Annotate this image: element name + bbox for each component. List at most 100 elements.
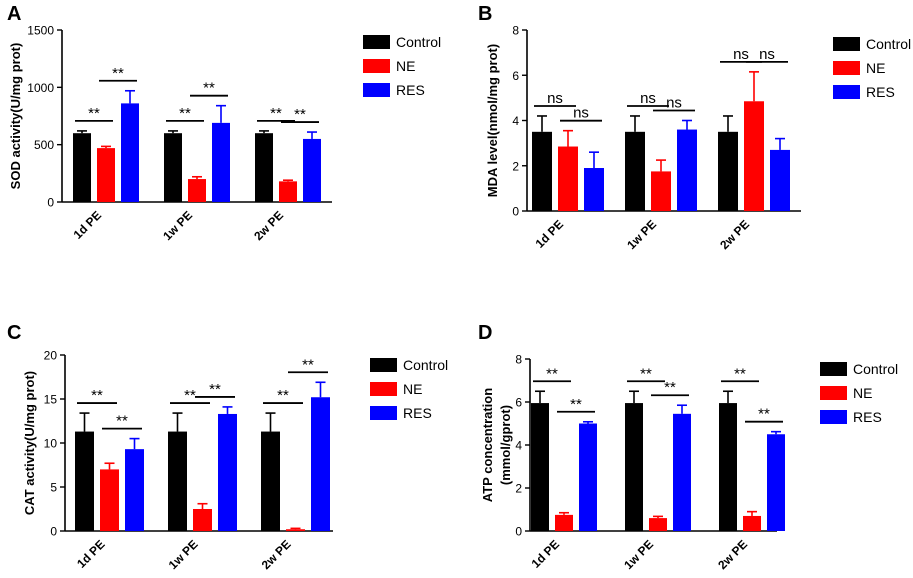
y-axis-label: ATP concentration bbox=[480, 388, 495, 502]
legend-swatch-res bbox=[820, 410, 847, 424]
y-tick-label: 20 bbox=[44, 349, 58, 363]
bar-control-2 bbox=[625, 403, 643, 531]
x-tick-label: 1w PE bbox=[621, 537, 656, 572]
legend-label-res: RES bbox=[403, 405, 432, 421]
significance-label: ns bbox=[547, 90, 563, 107]
y-axis-label: CAT activity(U/mg prot) bbox=[22, 371, 37, 515]
bar-res-1 bbox=[584, 168, 604, 211]
significance-label: ** bbox=[734, 365, 746, 382]
significance-label: ** bbox=[209, 381, 221, 398]
significance-label: ** bbox=[570, 396, 582, 413]
bar-control-3 bbox=[261, 431, 280, 531]
significance-label: ** bbox=[116, 413, 128, 430]
bar-control-1 bbox=[531, 403, 549, 531]
significance-label: ** bbox=[302, 356, 314, 373]
y-axis-label: MDA level(nmol/mg prot) bbox=[485, 44, 500, 197]
legend-swatch-ne bbox=[820, 386, 847, 400]
bar-ne-1 bbox=[97, 148, 115, 202]
bar-ne-1 bbox=[558, 146, 578, 211]
bar-ne-3 bbox=[286, 529, 305, 531]
legend-label-ne: NE bbox=[866, 60, 885, 76]
bar-res-2 bbox=[673, 413, 691, 531]
legend-label-res: RES bbox=[866, 84, 895, 100]
y-tick-label: 0 bbox=[50, 525, 57, 539]
legend-swatch-ne bbox=[363, 59, 390, 73]
bar-ne-3 bbox=[744, 101, 764, 211]
bar-res-3 bbox=[770, 149, 790, 211]
legend-label-ne: NE bbox=[396, 58, 415, 74]
significance-label: ns bbox=[733, 46, 749, 63]
bar-control-2 bbox=[164, 133, 182, 202]
significance-label: ** bbox=[184, 387, 196, 404]
legend-swatch-res bbox=[370, 406, 397, 420]
significance-label: ns bbox=[640, 90, 656, 107]
bar-control-1 bbox=[73, 133, 91, 202]
significance-label: ns bbox=[759, 46, 775, 63]
bar-control-3 bbox=[718, 131, 738, 211]
y-tick-label: 0 bbox=[47, 196, 54, 210]
y-tick-label: 15 bbox=[44, 393, 58, 407]
significance-label: ** bbox=[88, 105, 100, 122]
bar-ne-1 bbox=[100, 469, 119, 531]
bar-ne-2 bbox=[651, 171, 671, 211]
y-tick-label: 4 bbox=[515, 439, 522, 453]
legend-swatch-res bbox=[833, 85, 860, 99]
significance-label: ** bbox=[112, 65, 124, 82]
panel-b: B 0 2 4 6 8 MDA level(nmol/mg prot) 1d PE 1w PE 2… bbox=[478, 3, 911, 252]
legend-label-control: Control bbox=[396, 34, 441, 50]
legend-label-ne: NE bbox=[853, 385, 872, 401]
bar-res-3 bbox=[767, 434, 785, 531]
bar-control-3 bbox=[719, 403, 737, 531]
bar-control-3 bbox=[255, 133, 273, 202]
bar-res-3 bbox=[303, 138, 321, 202]
y-axis-label: SOD activity(U/mg prot) bbox=[8, 43, 23, 190]
x-tick-label: 2w PE bbox=[259, 537, 294, 572]
bar-res-3 bbox=[311, 397, 330, 531]
x-tick-label: 1w PE bbox=[624, 217, 659, 252]
significance-label: ** bbox=[203, 80, 215, 97]
legend-label-res: RES bbox=[853, 409, 882, 425]
bar-control-2 bbox=[625, 131, 645, 211]
legend-label-control: Control bbox=[403, 357, 448, 373]
legend-label-ne: NE bbox=[403, 381, 422, 397]
x-tick-label: 1w PE bbox=[160, 208, 195, 243]
significance-label: ** bbox=[277, 387, 289, 404]
y-tick-label: 1500 bbox=[27, 24, 54, 38]
y-tick-label: 8 bbox=[512, 24, 519, 38]
x-tick-label: 1w PE bbox=[166, 537, 201, 572]
y-tick-label: 5 bbox=[50, 481, 57, 495]
significance-label: ns bbox=[666, 95, 682, 112]
y-tick-label: 500 bbox=[34, 138, 54, 152]
y-tick-label: 2 bbox=[512, 159, 519, 173]
legend-swatch-control bbox=[370, 358, 397, 372]
significance-label: ** bbox=[91, 387, 103, 404]
bar-ne-3 bbox=[279, 181, 297, 202]
y-tick-label: 4 bbox=[512, 114, 519, 128]
panel-letter: C bbox=[7, 322, 21, 344]
significance-label: ** bbox=[179, 105, 191, 122]
y-tick-label: 6 bbox=[515, 396, 522, 410]
bar-res-1 bbox=[579, 423, 597, 531]
bar-control-2 bbox=[168, 431, 187, 531]
y-tick-label: 8 bbox=[515, 353, 522, 367]
bar-control-1 bbox=[75, 431, 94, 531]
bar-ne-3 bbox=[743, 515, 761, 531]
x-tick-label: 1d PE bbox=[71, 208, 104, 241]
legend-swatch-control bbox=[363, 35, 390, 49]
panel-d: D 0 2 4 6 8 ATP concentration (mmol/gprot) 1d PE… bbox=[478, 322, 898, 572]
y-tick-label: 2 bbox=[515, 482, 522, 496]
significance-label: ** bbox=[294, 106, 306, 123]
bar-res-1 bbox=[125, 449, 144, 531]
x-tick-label: 2w PE bbox=[251, 208, 286, 243]
x-tick-label: 1d PE bbox=[529, 537, 562, 570]
bar-ne-2 bbox=[193, 509, 212, 531]
legend-swatch-ne bbox=[370, 382, 397, 396]
significance-label: ** bbox=[546, 365, 558, 382]
x-tick-label: 2w PE bbox=[717, 217, 752, 252]
bar-control-1 bbox=[532, 131, 552, 211]
bar-res-2 bbox=[218, 413, 237, 531]
panel-c: C 0 5 10 15 20 CAT activity(U/mg prot) 1d PE 1w … bbox=[7, 322, 448, 572]
significance-label: ns bbox=[573, 105, 589, 122]
panel-letter: B bbox=[478, 3, 492, 25]
